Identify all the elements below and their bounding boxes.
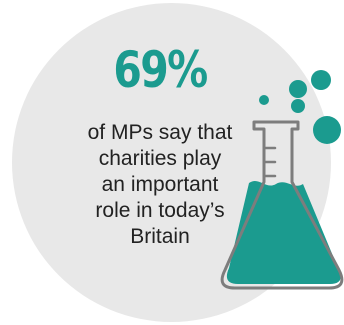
description-line: charities play <box>98 147 222 170</box>
stat-value: 69% <box>113 41 208 99</box>
description-line: role in today’s <box>95 199 225 222</box>
stat-description: of MPs say that charities play an import… <box>60 120 260 250</box>
description-line: Britain <box>130 225 190 248</box>
description-line: an important <box>101 173 219 196</box>
description-line: of MPs say that <box>87 121 233 144</box>
